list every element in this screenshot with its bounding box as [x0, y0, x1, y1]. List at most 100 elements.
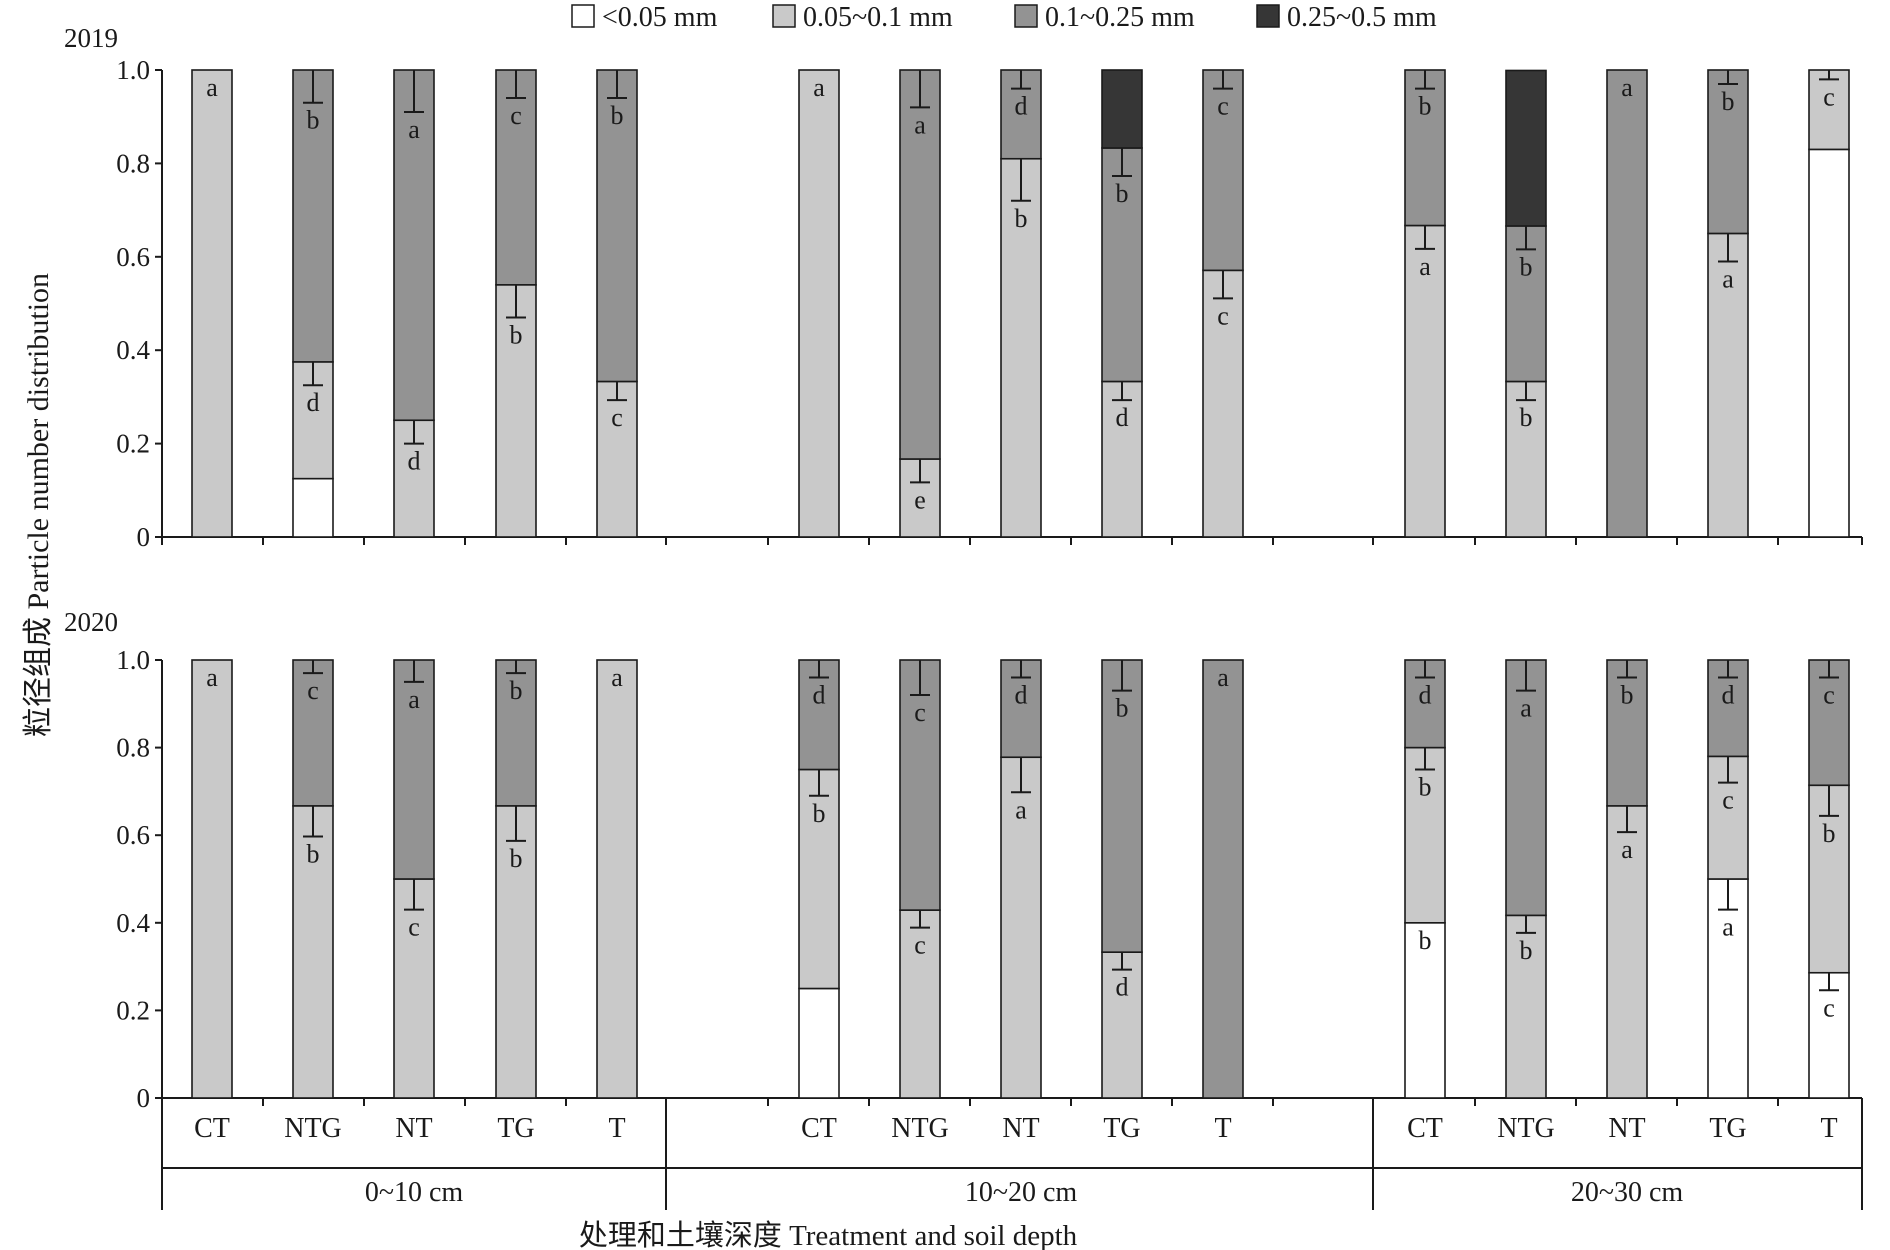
x-axis-title: 处理和土壤深度 Treatment and soil depth	[579, 1219, 1078, 1250]
bar-segment	[1101, 659, 1143, 953]
significance-letter: b	[1419, 926, 1432, 955]
bar-segment	[798, 768, 840, 990]
significance-letter: c	[1217, 92, 1229, 121]
bar-segment	[1202, 269, 1244, 538]
treatment-label: T	[1820, 1113, 1837, 1144]
bar-segment	[1606, 659, 1648, 807]
significance-letter: d	[1722, 681, 1735, 710]
significance-letter: a	[1217, 663, 1229, 692]
y-tick-label: 0.4	[116, 908, 150, 938]
significance-letter: b	[1520, 936, 1533, 965]
depth-group-label: 20~30 cm	[1571, 1177, 1684, 1208]
treatment-label: NTG	[891, 1113, 949, 1144]
bar-segment	[1505, 914, 1547, 1099]
bar-segment	[1202, 659, 1244, 1099]
chart-panels: 201900.20.40.60.81.0adbdabccbaeabddbccab…	[64, 23, 1863, 1113]
bar-10~20 cm-CT: bd	[798, 659, 840, 1099]
bar-segment	[292, 659, 334, 807]
panel-year-label: 2019	[64, 23, 118, 53]
treatment-label: NTG	[1497, 1113, 1555, 1144]
significance-letter: b	[510, 676, 523, 705]
significance-letter: b	[1015, 204, 1028, 233]
significance-letter: d	[1419, 681, 1432, 710]
legend-label: 0.1~0.25 mm	[1045, 2, 1195, 33]
legend-label: 0.25~0.5 mm	[1287, 2, 1437, 33]
significance-letter: d	[1116, 403, 1129, 432]
bar-10~20 cm-NTG: cc	[899, 659, 941, 1099]
treatment-label: T	[608, 1113, 625, 1144]
bar-10~20 cm-NTG: ea	[899, 69, 941, 538]
legend-label: <0.05 mm	[602, 2, 718, 33]
significance-letter: a	[813, 73, 825, 102]
significance-letter: a	[1015, 795, 1027, 824]
bar-segment	[191, 659, 233, 1099]
bar-10~20 cm-T: a	[1202, 659, 1244, 1099]
bar-segment	[1101, 380, 1143, 538]
significance-letter: a	[914, 110, 926, 139]
treatment-label: T	[1214, 1113, 1231, 1144]
bar-10~20 cm-T: cc	[1202, 69, 1244, 538]
bar-segment	[495, 805, 537, 1099]
panel-year-label: 2020	[64, 607, 118, 637]
bar-20~30 cm-NT: a	[1606, 69, 1648, 538]
bar-segment	[191, 69, 233, 538]
bar-segment	[596, 659, 638, 1099]
bar-segment	[1505, 69, 1547, 227]
significance-letter: a	[408, 115, 420, 144]
bar-segment	[1606, 805, 1648, 1099]
significance-letter: e	[914, 485, 926, 514]
bar-0~10 cm-CT: a	[191, 659, 233, 1099]
bar-segment	[798, 69, 840, 538]
depth-group-label: 0~10 cm	[365, 1177, 464, 1208]
significance-letter: c	[1823, 681, 1835, 710]
bar-segment	[495, 659, 537, 807]
significance-letter: a	[206, 663, 218, 692]
bar-segment	[596, 380, 638, 538]
significance-letter: a	[1621, 835, 1633, 864]
bar-segment	[1404, 746, 1446, 924]
significance-letter: d	[1015, 92, 1028, 121]
y-tick-label: 0.2	[116, 429, 150, 459]
significance-letter: c	[307, 676, 319, 705]
bar-10~20 cm-TG: db	[1101, 69, 1143, 538]
significance-letter: c	[1722, 786, 1734, 815]
bar-segment	[1000, 157, 1042, 538]
bar-segment	[1808, 148, 1850, 538]
bar-20~30 cm-T: c	[1808, 69, 1850, 538]
treatment-label: CT	[1407, 1113, 1443, 1144]
significance-letter: b	[1520, 403, 1533, 432]
depth-group-label: 10~20 cm	[965, 1177, 1078, 1208]
y-tick-label: 1.0	[116, 645, 150, 675]
significance-letter: b	[1520, 252, 1533, 281]
bar-segment	[1404, 69, 1446, 227]
bar-0~10 cm-T: cb	[596, 69, 638, 538]
significance-letter: d	[307, 388, 320, 417]
y-tick-label: 0.8	[116, 148, 150, 178]
bar-segment	[1808, 659, 1850, 787]
significance-letter: d	[1116, 973, 1129, 1002]
significance-letter: a	[206, 73, 218, 102]
y-tick-label: 0.6	[116, 820, 150, 850]
bar-segment	[1404, 921, 1446, 1099]
bar-segment	[899, 69, 941, 460]
bar-10~20 cm-NT: bd	[1000, 69, 1042, 538]
bar-20~30 cm-CT: ab	[1404, 69, 1446, 538]
bar-20~30 cm-TG: ab	[1707, 69, 1749, 538]
y-tick-label: 0	[137, 1083, 151, 1113]
significance-letter: b	[1823, 819, 1836, 848]
treatment-label: NT	[1002, 1113, 1039, 1144]
bar-segment	[899, 659, 941, 911]
bar-segment	[1101, 147, 1143, 383]
bar-20~30 cm-NTG: bb	[1505, 69, 1547, 538]
y-axis-title: 粒径组成 Particle number distribution	[22, 273, 55, 737]
significance-letter: b	[611, 101, 624, 130]
legend-swatch	[1256, 4, 1280, 28]
significance-letter: c	[611, 403, 623, 432]
bar-segment	[1404, 224, 1446, 538]
treatment-label: NT	[395, 1113, 432, 1144]
bar-0~10 cm-NTG: db	[292, 69, 334, 538]
bar-20~30 cm-TG: a c d	[1707, 659, 1749, 1099]
treatment-label: TG	[497, 1113, 534, 1144]
significance-letter: b	[510, 844, 523, 873]
